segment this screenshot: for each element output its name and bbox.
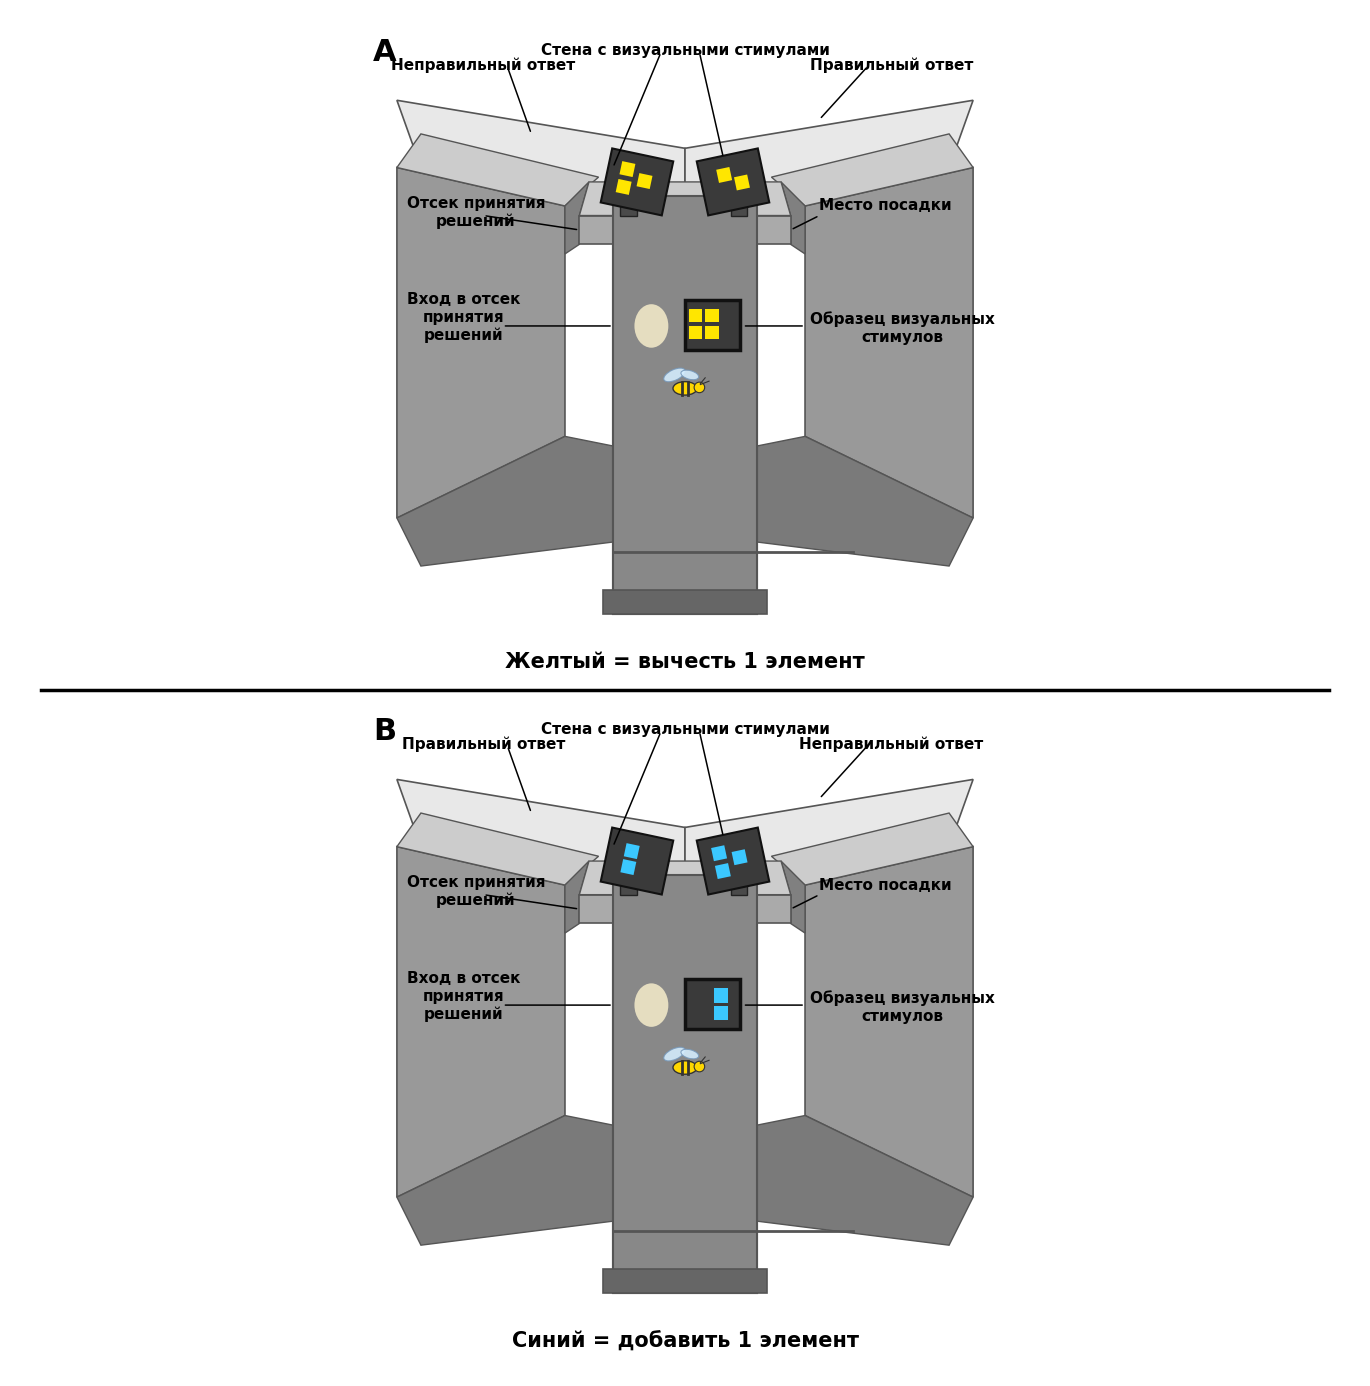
Bar <box>685 299 740 349</box>
Polygon shape <box>580 215 790 244</box>
Polygon shape <box>697 827 770 894</box>
Text: Место посадки: Место посадки <box>819 877 952 893</box>
Text: Желтый = вычесть 1 элемент: Желтый = вычесть 1 элемент <box>506 651 864 672</box>
Polygon shape <box>600 827 673 894</box>
Text: Синий = добавить 1 элемент: Синий = добавить 1 элемент <box>511 1331 859 1351</box>
Bar <box>685 979 740 1028</box>
Polygon shape <box>612 197 758 614</box>
Polygon shape <box>758 437 973 565</box>
Circle shape <box>695 1062 704 1071</box>
Bar <box>621 877 637 895</box>
Ellipse shape <box>673 1060 697 1074</box>
Polygon shape <box>397 437 612 565</box>
Bar <box>730 877 748 895</box>
Polygon shape <box>397 814 599 886</box>
Bar <box>714 1006 729 1020</box>
Polygon shape <box>715 863 730 879</box>
Polygon shape <box>397 779 685 909</box>
Polygon shape <box>806 847 973 1198</box>
Polygon shape <box>711 845 727 861</box>
Polygon shape <box>397 168 564 518</box>
Text: Вход в отсек
принятия
решений: Вход в отсек принятия решений <box>407 972 519 1021</box>
Polygon shape <box>771 814 973 886</box>
Polygon shape <box>623 843 640 859</box>
Ellipse shape <box>633 983 670 1028</box>
Polygon shape <box>685 779 973 909</box>
Circle shape <box>695 383 704 392</box>
Polygon shape <box>580 895 790 923</box>
Polygon shape <box>580 182 790 215</box>
Bar <box>603 1270 767 1293</box>
Bar <box>603 590 767 614</box>
Polygon shape <box>717 166 732 183</box>
Polygon shape <box>397 1116 612 1245</box>
Bar <box>689 326 703 340</box>
Polygon shape <box>612 197 758 614</box>
Bar <box>621 198 637 215</box>
Polygon shape <box>734 175 749 190</box>
Text: Вход в отсек
принятия
решений: Вход в отсек принятия решений <box>407 292 519 342</box>
Text: В: В <box>373 717 396 746</box>
Bar <box>706 326 719 340</box>
Polygon shape <box>612 876 758 1293</box>
Text: Правильный ответ: Правильный ответ <box>401 736 564 751</box>
Text: Правильный ответ: Правильный ответ <box>810 57 973 72</box>
Polygon shape <box>621 859 636 875</box>
Polygon shape <box>564 861 589 933</box>
Text: Образец визуальных
стимулов: Образец визуальных стимулов <box>810 312 995 345</box>
Polygon shape <box>685 100 973 230</box>
Text: А: А <box>373 37 396 67</box>
Text: Стена с визуальными стимулами: Стена с визуальными стимулами <box>541 43 829 58</box>
Ellipse shape <box>681 1049 699 1059</box>
Text: Неправильный ответ: Неправильный ответ <box>392 57 575 72</box>
Polygon shape <box>615 179 632 195</box>
Text: Образец визуальных
стимулов: Образец визуальных стимулов <box>810 991 995 1024</box>
Bar <box>689 309 703 322</box>
Polygon shape <box>580 861 790 895</box>
Ellipse shape <box>681 370 699 380</box>
Bar <box>730 198 748 215</box>
Polygon shape <box>397 847 564 1198</box>
Bar <box>706 309 719 322</box>
Polygon shape <box>637 173 652 188</box>
Polygon shape <box>781 182 806 254</box>
Polygon shape <box>619 161 636 177</box>
Text: Стена с визуальными стимулами: Стена с визуальными стимулами <box>541 722 829 737</box>
Bar <box>714 988 729 1002</box>
Text: Отсек принятия
решений: Отсек принятия решений <box>407 876 545 908</box>
Polygon shape <box>771 134 973 207</box>
Polygon shape <box>600 148 673 215</box>
Text: Неправильный ответ: Неправильный ответ <box>799 736 984 751</box>
Ellipse shape <box>663 369 685 381</box>
Ellipse shape <box>663 1048 685 1060</box>
Ellipse shape <box>633 304 670 349</box>
Polygon shape <box>397 100 685 230</box>
Polygon shape <box>806 168 973 518</box>
Polygon shape <box>732 850 748 865</box>
Polygon shape <box>612 876 758 1293</box>
Polygon shape <box>781 861 806 933</box>
Ellipse shape <box>673 381 697 395</box>
Polygon shape <box>697 148 770 215</box>
Text: Отсек принятия
решений: Отсек принятия решений <box>407 197 545 229</box>
Polygon shape <box>564 182 589 254</box>
Text: Место посадки: Место посадки <box>819 198 952 213</box>
Polygon shape <box>758 1116 973 1245</box>
Polygon shape <box>397 134 599 207</box>
